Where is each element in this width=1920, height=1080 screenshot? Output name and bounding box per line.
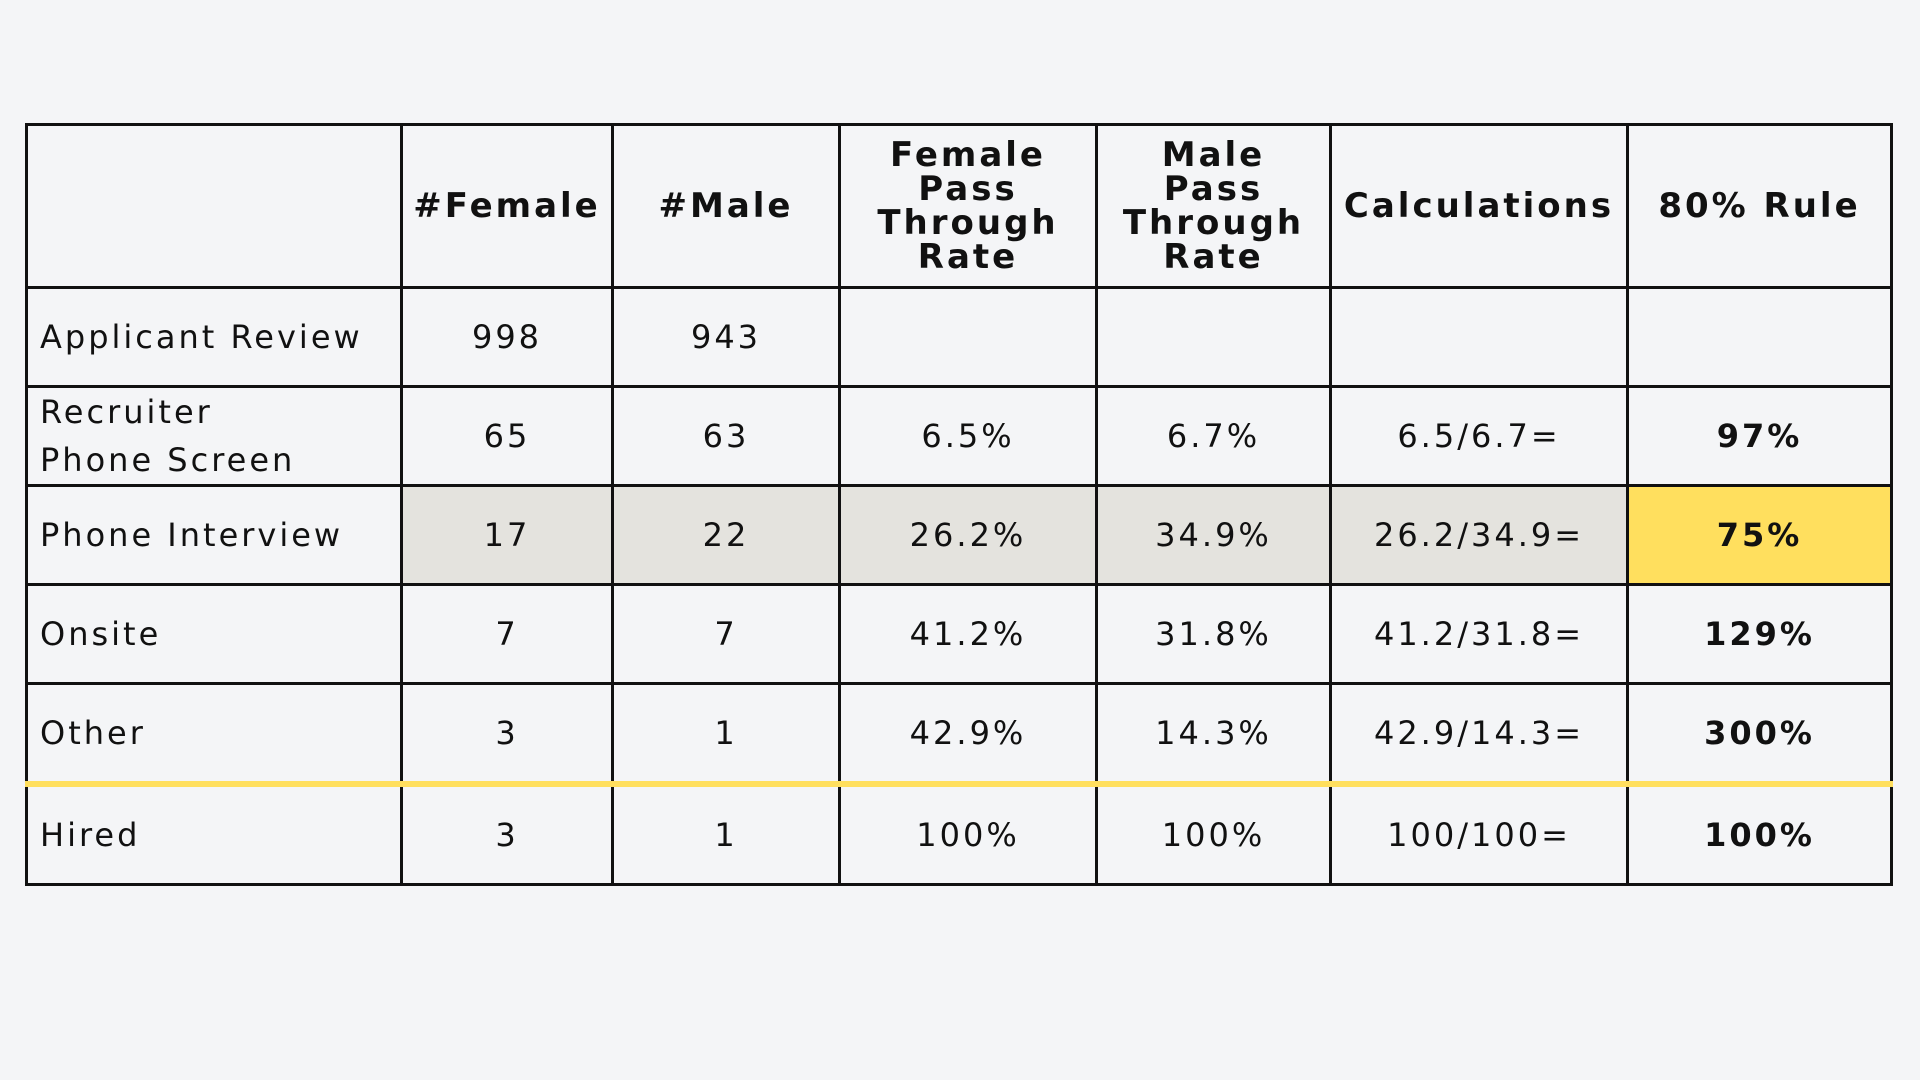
female-rate-cell: 26.2% [838, 484, 1098, 586]
rule-cell [1626, 286, 1893, 388]
pass-through-table: #Female #Male Female Pass Through Rate M… [25, 123, 1893, 886]
calculation-cell: 42.9/14.3= [1329, 682, 1629, 786]
header-stage [25, 123, 403, 289]
female-rate-cell: 42.9% [838, 682, 1098, 786]
female-rate-cell [838, 286, 1098, 388]
rule-cell: 129% [1626, 583, 1893, 685]
stage-cell: Other [25, 682, 403, 786]
table-row: Other 3 1 42.9% 14.3% 42.9/14.3= 300% [25, 682, 1893, 786]
stage-cell: Phone Interview [25, 484, 403, 586]
male-count-cell: 7 [611, 583, 841, 685]
table-row: Applicant Review 998 943 [25, 286, 1893, 388]
table-row-highlighted: Phone Interview 17 22 26.2% 34.9% 26.2/3… [25, 484, 1893, 586]
female-rate-cell: 100% [838, 781, 1098, 886]
header-female-count: #Female [400, 123, 614, 289]
stage-cell: Onsite [25, 583, 403, 685]
stage-cell: Hired [25, 781, 403, 886]
rule-cell: 97% [1626, 385, 1893, 487]
header-female-rate: Female Pass Through Rate [838, 123, 1098, 289]
male-count-cell: 1 [611, 682, 841, 786]
header-80-rule: 80% Rule [1626, 123, 1893, 289]
male-count-cell: 63 [611, 385, 841, 487]
header-male-count: #Male [611, 123, 841, 289]
male-rate-cell: 100% [1095, 781, 1332, 886]
female-rate-cell: 41.2% [838, 583, 1098, 685]
header-calculations: Calculations [1329, 123, 1629, 289]
table-row: Recruiter Phone Screen 65 63 6.5% 6.7% 6… [25, 385, 1893, 487]
male-rate-cell: 14.3% [1095, 682, 1332, 786]
rule-cell: 300% [1626, 682, 1893, 786]
male-rate-cell: 31.8% [1095, 583, 1332, 685]
calculation-cell: 41.2/31.8= [1329, 583, 1629, 685]
table-row: Onsite 7 7 41.2% 31.8% 41.2/31.8= 129% [25, 583, 1893, 685]
stage-cell: Recruiter Phone Screen [25, 385, 403, 487]
male-count-cell: 1 [611, 781, 841, 886]
table-row-hired: Hired 3 1 100% 100% 100/100= 100% [25, 781, 1893, 886]
female-count-cell: 3 [400, 781, 614, 886]
male-rate-cell: 34.9% [1095, 484, 1332, 586]
male-count-cell: 22 [611, 484, 841, 586]
female-rate-cell: 6.5% [838, 385, 1098, 487]
female-count-cell: 65 [400, 385, 614, 487]
stage-cell: Applicant Review [25, 286, 403, 388]
rule-cell: 100% [1626, 781, 1893, 886]
male-count-cell: 943 [611, 286, 841, 388]
male-rate-cell [1095, 286, 1332, 388]
header-row: #Female #Male Female Pass Through Rate M… [25, 123, 1893, 289]
calculation-cell: 26.2/34.9= [1329, 484, 1629, 586]
female-count-cell: 998 [400, 286, 614, 388]
rule-cell-flagged: 75% [1626, 484, 1893, 586]
male-rate-cell: 6.7% [1095, 385, 1332, 487]
calculation-cell: 6.5/6.7= [1329, 385, 1629, 487]
calculation-cell [1329, 286, 1629, 388]
female-count-cell: 7 [400, 583, 614, 685]
calculation-cell: 100/100= [1329, 781, 1629, 886]
female-count-cell: 3 [400, 682, 614, 786]
header-male-rate: Male Pass Through Rate [1095, 123, 1332, 289]
female-count-cell: 17 [400, 484, 614, 586]
